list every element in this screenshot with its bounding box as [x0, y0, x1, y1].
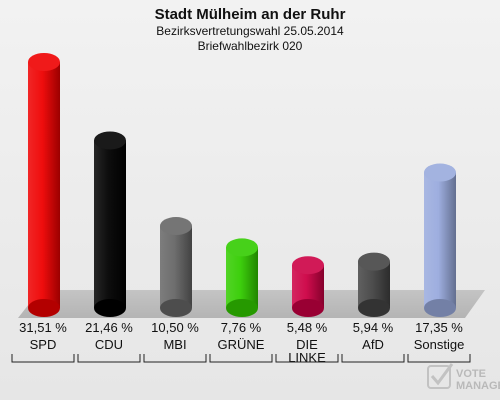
category-label-mbi: MBI: [163, 337, 186, 352]
chart-subtitle-line-2: Briefwahlbezirk 020: [198, 39, 303, 53]
bar-sonstige: [424, 163, 456, 317]
value-label-sonstige: 17,35 %: [415, 320, 463, 335]
category-bracket-afd: [341, 354, 405, 363]
category-label-spd: SPD: [30, 337, 57, 352]
category-bracket-gr-ne: [209, 354, 273, 363]
vote-manager-logo: VOTE MANAGER: [427, 363, 500, 392]
category-bracket-spd: [11, 354, 75, 363]
bar-spd: [28, 53, 60, 317]
category-label-cdu: CDU: [95, 337, 123, 352]
value-label-die-linke: 5,48 %: [287, 320, 328, 335]
category-bracket-die-linke: [275, 354, 339, 363]
category-label-die-linke-1: DIE: [296, 337, 318, 352]
bar-mbi: [160, 217, 192, 317]
bar-gr-ne: [226, 238, 258, 317]
category-label-die-linke-2: LINKE: [288, 350, 326, 365]
bar-afd: [358, 252, 390, 317]
value-label-gr-ne: 7,76 %: [221, 320, 262, 335]
value-label-afd: 5,94 %: [353, 320, 394, 335]
value-label-spd: 31,51 %: [19, 320, 67, 335]
category-label-gr-ne: GRÜNE: [218, 337, 265, 352]
chart-title: Stadt Mülheim an der Ruhr: [155, 6, 346, 23]
category-label-sonstige: Sonstige: [414, 337, 465, 352]
bars-group: [28, 53, 456, 317]
logo-text-vote: VOTE: [456, 368, 486, 380]
bar-cdu: [94, 131, 126, 317]
value-label-mbi: 10,50 %: [151, 320, 199, 335]
bar-die-linke: [292, 256, 324, 317]
category-bracket-sonstige: [407, 354, 471, 363]
labels-group: 31,51 % SPD 21,46 % CDU 10,50 % MBI 7,76 % GRÜN…: [11, 320, 471, 365]
value-label-cdu: 21,46 %: [85, 320, 133, 335]
checkmark-icon: [427, 363, 454, 389]
category-bracket-mbi: [143, 354, 207, 363]
chart-subtitle-line-1: Bezirksvertretungswahl 25.05.2014: [156, 24, 344, 38]
category-bracket-cdu: [77, 354, 141, 363]
logo-text-manager: MANAGER: [456, 380, 500, 392]
category-label-afd: AfD: [362, 337, 384, 352]
